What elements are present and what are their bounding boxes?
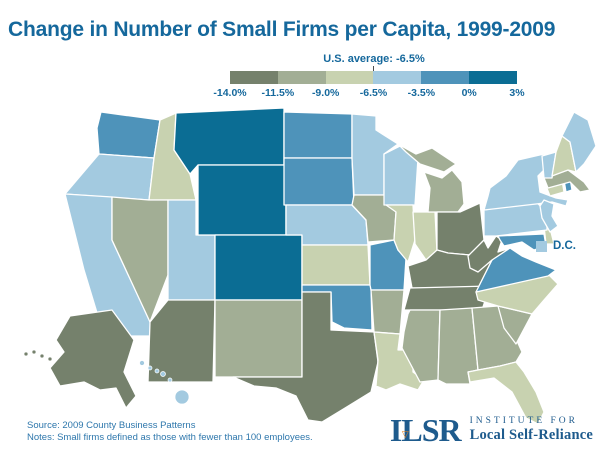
state-ak — [47, 356, 53, 362]
legend-segment — [325, 71, 374, 84]
ilsr-logo: ILSR ▽ INSTITUTE FOR Local Self-Reliance — [390, 414, 593, 446]
state-ak — [31, 349, 37, 355]
us-map — [23, 107, 597, 425]
ilsr-acronym: ILSR ▽ — [389, 412, 462, 448]
state-ak — [23, 351, 29, 357]
ilsr-triangle-icon: ▽ — [401, 429, 409, 439]
legend-tick-label: 0% — [461, 87, 477, 99]
source-line: Source: 2009 County Business Patterns — [27, 420, 196, 431]
legend-segment — [469, 71, 517, 84]
state-il — [385, 204, 416, 263]
state-ak — [49, 309, 137, 409]
legend-color-bar — [230, 71, 517, 84]
state-hi — [167, 377, 173, 383]
ilsr-line2: Local Self-Reliance — [469, 427, 593, 443]
state-wa — [96, 111, 161, 159]
state-ak — [39, 353, 45, 359]
legend-average-label: U.S. average: -6.5% — [323, 53, 425, 65]
page-title: Change in Number of Small Firms per Capi… — [8, 18, 556, 41]
state-hi — [174, 389, 190, 405]
state-md — [497, 233, 547, 251]
state-ar — [370, 289, 405, 335]
legend-tick-label: -3.5% — [407, 87, 436, 99]
notes-line: Notes: Small firms defined as those with… — [27, 432, 313, 443]
footer-notes: Source: 2009 County Business Patterns No… — [27, 420, 313, 444]
state-ma — [543, 169, 591, 193]
legend-tick-label: -11.5% — [261, 87, 295, 99]
state-nc — [475, 273, 559, 315]
state-hi — [147, 365, 153, 371]
legend-tick-label: -9.0% — [311, 87, 340, 99]
legend-segment — [421, 71, 470, 84]
state-me — [561, 111, 597, 173]
legend-tick-label: -14.0% — [213, 87, 247, 99]
dc-legend: D.C. — [536, 240, 576, 252]
state-mi — [423, 169, 465, 213]
ilsr-wordmark: INSTITUTE FOR Local Self-Reliance — [470, 416, 593, 444]
state-hi — [139, 360, 145, 366]
state-ny — [483, 153, 569, 211]
state-nd — [283, 111, 353, 159]
state-wv — [467, 235, 511, 273]
legend-segment — [277, 71, 326, 84]
state-la — [373, 331, 425, 391]
state-or — [64, 153, 155, 201]
legend-segment — [373, 71, 422, 84]
state-tx — [232, 291, 379, 423]
state-mi — [397, 143, 457, 173]
state-fl — [467, 361, 545, 425]
state-ks — [301, 244, 371, 286]
state-nj — [539, 199, 559, 233]
state-wi — [383, 145, 419, 206]
state-wy — [197, 164, 287, 236]
dc-label: D.C. — [553, 240, 576, 252]
dc-swatch — [536, 240, 547, 252]
legend-segment — [230, 71, 278, 84]
state-nm — [214, 299, 303, 378]
state-hi — [154, 368, 160, 374]
state-mt — [173, 107, 285, 175]
legend-tick-label: 3% — [509, 87, 525, 99]
state-az — [147, 299, 216, 383]
ilsr-line1: INSTITUTE FOR — [469, 416, 578, 426]
legend-tick-label: -6.5% — [359, 87, 388, 99]
state-sd — [283, 157, 355, 206]
state-hi — [160, 371, 166, 377]
state-co — [214, 234, 303, 301]
